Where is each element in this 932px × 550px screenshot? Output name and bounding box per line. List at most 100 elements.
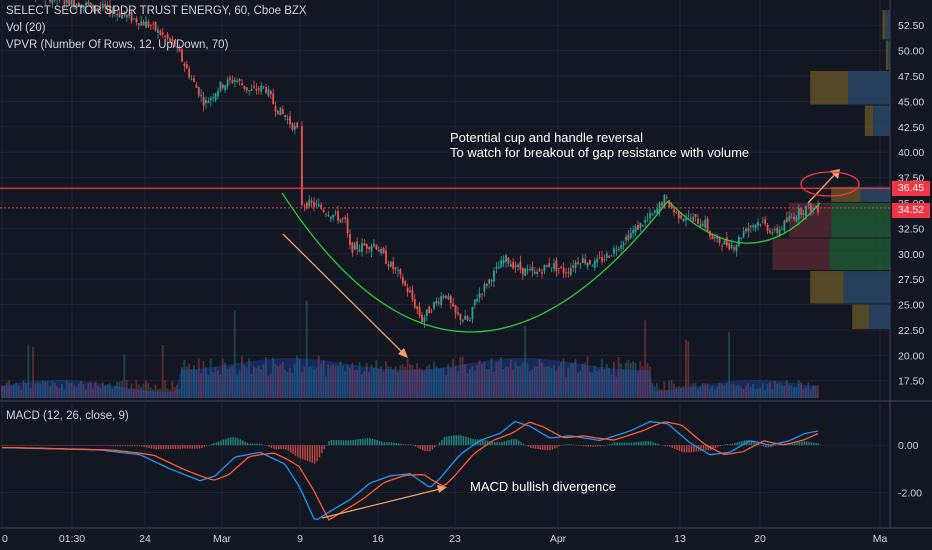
candle [329,216,332,223]
macd-histogram-bar [282,445,285,450]
macd-histogram-bar [90,445,93,446]
volume-bar [752,384,754,398]
volume-bar [651,383,654,398]
macd-histogram-bar [712,445,714,450]
volume-bar [670,380,673,398]
volume-bar [665,389,668,398]
candle [519,255,522,274]
macd-histogram-bar [650,441,652,446]
macd-histogram-bar [438,442,441,446]
macd-histogram-bar [182,445,184,449]
volume-bar [296,355,298,398]
volume-bar [579,370,582,398]
volume-bar [682,385,685,398]
macd-histogram-bar [136,445,138,447]
volume-bar [250,373,253,398]
candle [68,0,71,7]
candle [183,61,186,72]
volume-bar [217,370,219,398]
volume-bar [310,366,313,398]
macd-histogram-bar [170,445,172,450]
macd-histogram-bar [165,445,167,450]
macd-histogram-bar [527,445,529,447]
time-tick-label: Apr [550,533,567,545]
macd-histogram-bar [33,445,35,446]
volume-bar [711,385,714,398]
volume-bar [8,380,10,398]
macd-histogram-bar [542,445,544,450]
macd-histogram-bar [208,444,210,446]
candle [332,214,335,222]
volume-bar [118,381,121,398]
candle [416,305,419,315]
candle [653,209,656,215]
vol-legend[interactable]: Vol (20) [6,22,46,34]
macd-histogram-bar [760,445,762,446]
symbol-legend[interactable]: SELECT SECTOR SPDR TRUST ENERGY, 60, Cbo… [6,5,307,17]
volume-bar [221,358,224,398]
macd-legend[interactable]: MACD (12, 26, close, 9) [6,410,129,422]
macd-histogram-bar [402,444,405,446]
volume-bar [80,380,82,398]
macd-histogram-bar [366,438,369,446]
candle [409,286,411,294]
macd-histogram-bar [280,445,282,450]
volume-bar [512,369,514,398]
volume-bar [538,359,541,398]
volume-bar [622,369,625,398]
macd-histogram-bar [76,445,78,446]
candle [277,110,279,116]
volume-bar [653,386,656,398]
macd-histogram-bar [292,445,294,455]
macd-histogram-bar [124,445,126,447]
candle [195,82,198,88]
volume-bar [178,389,181,398]
candle [449,294,452,310]
candle [188,65,191,80]
volume-bar [97,385,99,398]
macd-histogram-bar [501,441,503,446]
candle [673,207,675,217]
volume-bar [586,356,589,398]
vpvr-legend[interactable]: VPVR (Number Of Rows, 12, Up/Down, 70) [6,39,229,51]
macd-histogram-bar [328,440,330,446]
candle [613,245,615,258]
macd-histogram-bar [398,443,400,446]
macd-histogram-bar [806,441,808,446]
macd-histogram-bar [86,445,88,446]
macd-histogram-bar [587,445,589,447]
macd-histogram-bar [251,443,253,446]
candle [73,0,75,10]
candle [274,101,277,117]
volume-bar [152,389,154,398]
candle [349,229,351,250]
macd-histogram-bar [794,442,796,446]
volume-bar [77,383,80,398]
candle [565,267,567,278]
candle [128,9,131,19]
volume-bar [185,366,188,398]
macd-histogram-bar [429,445,431,452]
volume-bar [713,389,716,398]
volume-bar [164,380,166,398]
candle [435,297,438,307]
volume-bar [785,380,788,398]
volume-bar [183,359,186,398]
candle [615,245,618,257]
macd-histogram-bar [743,440,745,446]
candle [584,254,587,266]
candle [629,227,632,240]
candle [214,92,217,103]
candle [593,257,596,271]
volume-bar [303,366,306,398]
candle [793,212,795,222]
candle [82,5,85,13]
vpvr-down-segment [810,70,848,105]
price-tick-label: 47.50 [898,71,924,83]
volume-bar [747,383,750,398]
macd-histogram-bar [81,445,83,446]
volume-bar [3,385,6,398]
macd-histogram-bar [376,440,378,446]
volume-bar [411,365,414,398]
